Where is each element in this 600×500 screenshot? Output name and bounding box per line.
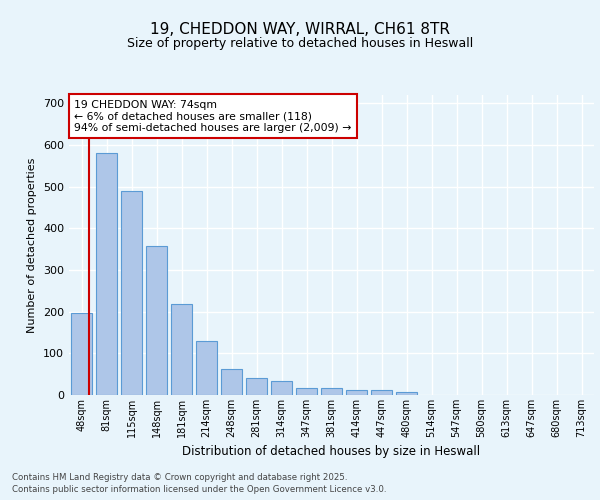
- Bar: [271, 381, 292, 395]
- Bar: [196, 341, 217, 395]
- Text: Contains HM Land Registry data © Crown copyright and database right 2025.: Contains HM Land Registry data © Crown c…: [12, 472, 347, 482]
- Bar: [296, 388, 317, 395]
- Bar: [346, 390, 367, 395]
- Bar: [396, 392, 417, 395]
- Text: Contains public sector information licensed under the Open Government Licence v3: Contains public sector information licen…: [12, 485, 386, 494]
- Bar: [371, 390, 392, 395]
- Bar: [221, 369, 242, 395]
- Text: 19 CHEDDON WAY: 74sqm
← 6% of detached houses are smaller (118)
94% of semi-deta: 19 CHEDDON WAY: 74sqm ← 6% of detached h…: [74, 100, 352, 132]
- Bar: [321, 388, 342, 395]
- Text: Size of property relative to detached houses in Heswall: Size of property relative to detached ho…: [127, 38, 473, 51]
- Y-axis label: Number of detached properties: Number of detached properties: [28, 158, 37, 332]
- Bar: [71, 314, 92, 395]
- Text: 19, CHEDDON WAY, WIRRAL, CH61 8TR: 19, CHEDDON WAY, WIRRAL, CH61 8TR: [150, 22, 450, 38]
- Bar: [146, 246, 167, 395]
- Bar: [121, 191, 142, 395]
- Bar: [171, 304, 192, 395]
- Bar: [246, 378, 267, 395]
- X-axis label: Distribution of detached houses by size in Heswall: Distribution of detached houses by size …: [182, 446, 481, 458]
- Bar: [96, 154, 117, 395]
